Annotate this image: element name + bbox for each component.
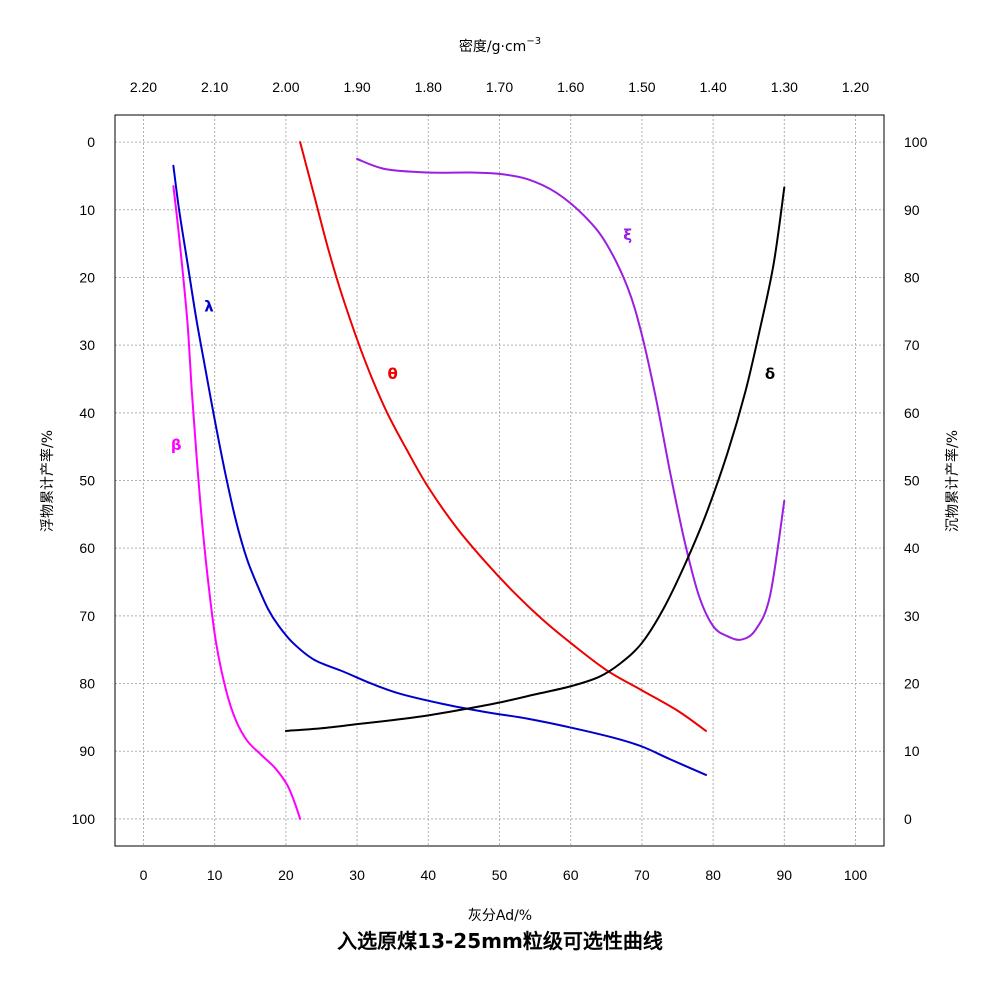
y-left-tick-label: 80 — [79, 676, 95, 692]
top-axis-label-main: 密度/g·cm — [459, 38, 526, 55]
curve-theta — [299, 141, 707, 732]
curve-label-theta: θ — [388, 365, 398, 383]
curve-label-delta: δ — [765, 365, 775, 383]
y-right-tick-label: 100 — [904, 134, 928, 150]
top-tick-label: 2.20 — [130, 79, 157, 95]
y-left-tick-label: 60 — [79, 540, 95, 556]
top-tick-label: 1.70 — [486, 79, 513, 95]
series-labels: λ β θ ξ δ — [171, 226, 775, 454]
y-right-tick-label: 50 — [904, 473, 920, 489]
y-right-tick-label: 70 — [904, 337, 920, 353]
x-tick-label: 40 — [421, 867, 437, 883]
top-axis-label-sup: −3 — [526, 36, 541, 47]
y-right-tick-label: 40 — [904, 540, 920, 556]
x-tick-label: 0 — [140, 867, 148, 883]
x-tick-label: 30 — [349, 867, 365, 883]
curve-xi — [356, 158, 786, 641]
y-right-tick-label: 30 — [904, 608, 920, 624]
x-axis-label: 灰分Ad/% — [468, 908, 532, 924]
curve-label-lambda: λ — [204, 297, 214, 315]
y-left-tick-label: 30 — [79, 337, 95, 353]
x-tick-label: 50 — [492, 867, 508, 883]
grid — [115, 115, 884, 846]
x-tick-label: 80 — [705, 867, 721, 883]
y-left-tick-label: 10 — [79, 202, 95, 218]
series-lines — [172, 141, 786, 820]
y-right-tick-label: 10 — [904, 743, 920, 759]
y-right-tick-label: 90 — [904, 202, 920, 218]
curve-lambda — [172, 164, 707, 776]
top-axis-label: 密度/g·cm−3 — [459, 36, 541, 55]
chart-title: 入选原煤13-25mm粒级可选性曲线 — [337, 929, 663, 953]
x-tick-label: 10 — [207, 867, 223, 883]
right-axis-label: 沉物累计产率/% — [944, 430, 961, 532]
y-left-tick-label: 40 — [79, 405, 95, 421]
curve-label-xi: ξ — [623, 226, 632, 244]
top-tick-label: 1.40 — [699, 79, 726, 95]
y-left-tick-label: 100 — [72, 811, 96, 827]
y-right-tick-label: 80 — [904, 269, 920, 285]
x-tick-label: 100 — [844, 867, 868, 883]
y-left-tick-label: 90 — [79, 743, 95, 759]
x-tick-label: 90 — [777, 867, 793, 883]
curve-beta — [172, 185, 302, 820]
left-axis-label: 浮物累计产率/% — [39, 430, 56, 532]
curve-label-beta: β — [171, 436, 182, 454]
x-tick-label: 70 — [634, 867, 650, 883]
x-tick-label: 60 — [563, 867, 579, 883]
y-left-tick-label: 50 — [79, 473, 95, 489]
top-tick-label: 1.60 — [557, 79, 584, 95]
top-tick-label: 1.30 — [771, 79, 798, 95]
top-tick-label: 2.00 — [272, 79, 299, 95]
y-left-tick-label: 70 — [79, 608, 95, 624]
curve-delta — [284, 186, 786, 732]
y-right-tick-label: 20 — [904, 676, 920, 692]
y-right-tick-label: 60 — [904, 405, 920, 421]
x-tick-label: 20 — [278, 867, 294, 883]
top-tick-label: 2.10 — [201, 79, 228, 95]
top-tick-label: 1.90 — [343, 79, 370, 95]
y-left-tick-label: 20 — [79, 269, 95, 285]
tick-labels: 0 10 20 30 40 50 60 70 80 90 100010203040506070809… — [72, 79, 928, 883]
y-left-tick-label: 0 — [87, 134, 95, 150]
y-right-tick-label: 0 — [904, 811, 912, 827]
top-tick-label: 1.80 — [415, 79, 442, 95]
top-tick-label: 1.50 — [628, 79, 655, 95]
plot-frame — [114, 114, 885, 847]
top-tick-label: 1.20 — [842, 79, 869, 95]
